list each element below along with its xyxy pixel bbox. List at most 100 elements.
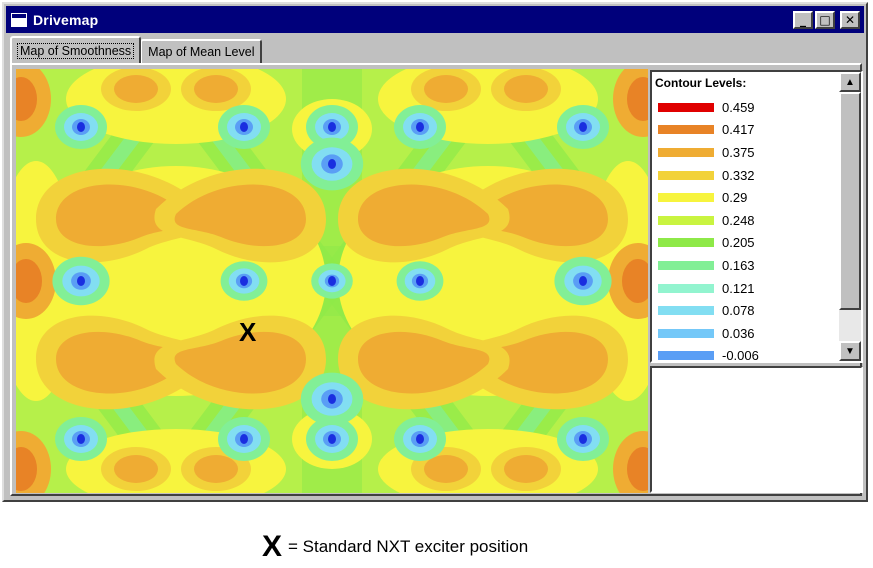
scroll-thumb[interactable]	[839, 92, 861, 310]
legend-swatch	[658, 102, 714, 112]
legend-row: -0.006	[658, 345, 759, 368]
dark-orange-region	[16, 259, 42, 303]
legend-value: 0.078	[722, 303, 755, 319]
title-bar[interactable]: Drivemap _ □ ✕	[6, 6, 864, 33]
legend-swatch	[658, 260, 714, 270]
legend-value: 0.375	[722, 144, 755, 160]
legend-value: 0.248	[722, 212, 755, 228]
legend-value: 0.121	[722, 280, 755, 296]
window-system-icon[interactable]	[11, 12, 27, 27]
window-title: Drivemap	[33, 11, 99, 28]
scroll-down-icon: ▼	[845, 345, 855, 357]
exciter-position-marker: X	[239, 317, 257, 347]
tab-panel: X Contour Levels: 0.459 0.417 0.375 0.332 0.…	[10, 63, 863, 496]
minimum-core	[328, 159, 336, 169]
minimum-core	[328, 394, 336, 404]
legend-title: Contour Levels:	[655, 76, 747, 90]
smoothness-contour-map[interactable]: X	[16, 69, 648, 493]
minimum-core	[240, 122, 248, 132]
legend-swatch	[658, 215, 714, 225]
orange-region	[424, 75, 468, 103]
legend-row: 0.248	[658, 209, 759, 232]
minimum-core	[416, 276, 424, 286]
legend-row: 0.29	[658, 186, 759, 209]
tab-label: Map of Mean Level	[148, 45, 255, 59]
legend-value: 0.205	[722, 235, 755, 251]
legend-value: 0.163	[722, 257, 755, 273]
legend-swatch	[658, 328, 714, 338]
legend-swatch	[658, 125, 714, 135]
legend-row: 0.121	[658, 277, 759, 300]
minimum-core	[328, 276, 336, 286]
legend-row: 0.163	[658, 254, 759, 277]
legend-swatch	[658, 306, 714, 316]
dark-orange-region	[16, 447, 37, 491]
legend-row: 0.417	[658, 119, 759, 142]
orange-lobe	[456, 168, 628, 263]
legend-swatch	[658, 147, 714, 157]
legend-row: 0.036	[658, 322, 759, 345]
minimize-button[interactable]: _	[793, 10, 813, 29]
legend-value: -0.006	[722, 348, 759, 364]
minimum-core	[240, 276, 248, 286]
tab-label: Map of Smoothness	[16, 42, 135, 59]
legend-value: 0.417	[722, 122, 755, 138]
legend-swatch	[658, 351, 714, 361]
legend-row: 0.205	[658, 232, 759, 255]
caption-marker: X	[262, 530, 283, 563]
minimum-core	[328, 434, 336, 444]
contour-legend: Contour Levels: 0.459 0.417 0.375 0.332 0.29…	[650, 70, 863, 363]
orange-lobe	[36, 315, 208, 410]
orange-region	[504, 455, 548, 483]
info-panel	[650, 366, 863, 493]
tab-strip: Map of Smoothness Map of Mean Level	[10, 36, 263, 63]
legend-swatch	[658, 238, 714, 248]
minimum-core	[416, 122, 424, 132]
maximize-button[interactable]: □	[815, 10, 835, 29]
scroll-down-button[interactable]: ▼	[839, 341, 861, 361]
orange-region	[424, 455, 468, 483]
minimum-core	[328, 122, 336, 132]
minimum-core	[579, 434, 587, 444]
tab-map-of-mean-level[interactable]: Map of Mean Level	[140, 39, 263, 63]
maximize-icon: □	[819, 12, 831, 27]
contour-map-graphic	[16, 69, 648, 493]
orange-region	[504, 75, 548, 103]
orange-lobe	[456, 315, 628, 410]
orange-region	[194, 455, 238, 483]
legend-scrollbar[interactable]: ▲ ▼	[839, 72, 861, 361]
orange-region	[194, 75, 238, 103]
minimum-core	[77, 434, 85, 444]
legend-swatch	[658, 193, 714, 203]
caption-text: = Standard NXT exciter position	[288, 537, 529, 556]
caption: X = Standard NXT exciter position	[262, 532, 528, 562]
orange-region	[114, 75, 158, 103]
orange-lobe	[154, 168, 326, 263]
minimize-icon: _	[800, 12, 806, 27]
tab-map-of-smoothness[interactable]: Map of Smoothness	[10, 36, 142, 63]
dark-orange-region	[627, 447, 648, 491]
minimum-core	[416, 434, 424, 444]
legend-swatch	[658, 283, 714, 293]
dark-orange-region	[622, 259, 648, 303]
close-icon: ✕	[844, 12, 856, 27]
minimum-core	[579, 122, 587, 132]
minimum-core	[240, 434, 248, 444]
minimum-core	[77, 276, 85, 286]
orange-lobe	[338, 315, 510, 410]
legend-row: 0.078	[658, 299, 759, 322]
legend-value: 0.036	[722, 325, 755, 341]
orange-lobe	[154, 315, 326, 410]
legend-swatch	[658, 170, 714, 180]
orange-lobe	[338, 168, 510, 263]
legend-value: 0.29	[722, 190, 748, 206]
scroll-up-button[interactable]: ▲	[839, 72, 861, 92]
orange-lobe	[36, 168, 208, 263]
close-button[interactable]: ✕	[840, 10, 860, 29]
legend-value: 0.459	[722, 99, 755, 115]
legend-row: 0.459	[658, 96, 759, 119]
dark-orange-region	[16, 77, 37, 121]
orange-region	[114, 455, 158, 483]
legend-row: 0.332	[658, 164, 759, 187]
legend-row: 0.375	[658, 141, 759, 164]
